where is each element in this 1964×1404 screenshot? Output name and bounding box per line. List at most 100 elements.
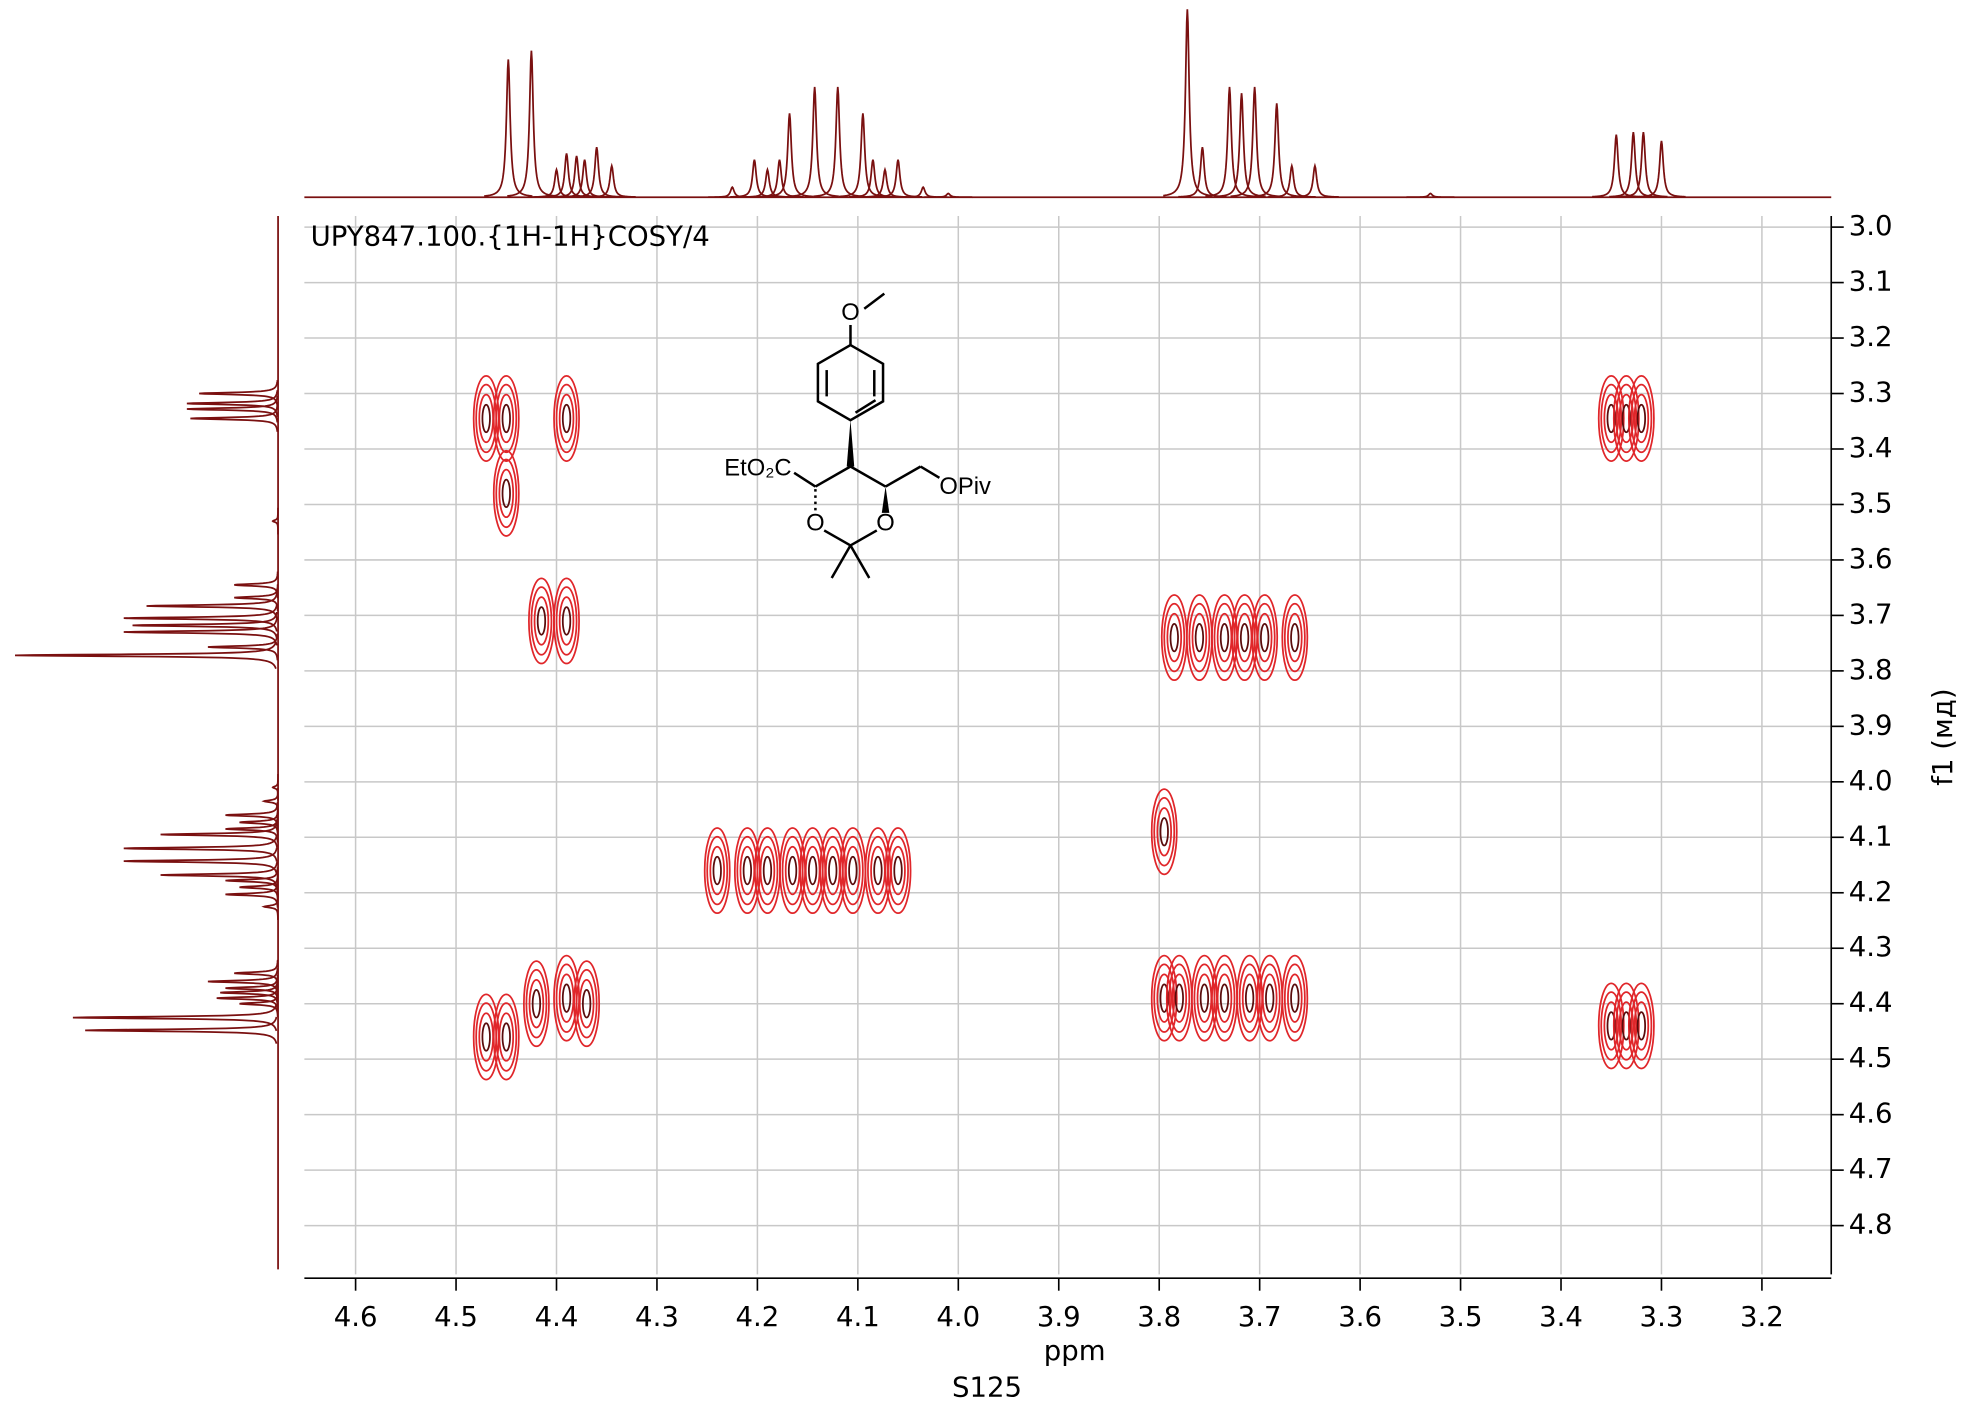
x-tick-label: 4.3 (635, 1301, 679, 1333)
contour (1600, 383, 1623, 454)
y-tick-label: 3.5 (1849, 487, 1893, 519)
left-projection-peak (199, 380, 279, 407)
bond (793, 471, 817, 488)
contour (1216, 973, 1233, 1023)
contour (841, 835, 864, 906)
contour (501, 1022, 511, 1052)
contour (495, 383, 518, 454)
x-tick-label: 3.8 (1137, 1301, 1181, 1333)
contour (1153, 797, 1176, 867)
contour (481, 1022, 491, 1052)
contour (1630, 991, 1653, 1061)
contour (703, 827, 731, 915)
top-projection-peak (1619, 131, 1668, 198)
contour (1159, 983, 1169, 1013)
left-projection-peak (160, 821, 278, 848)
contour (1621, 403, 1631, 434)
contour (498, 468, 515, 519)
top-projection-peak (587, 162, 636, 198)
contour (1260, 622, 1270, 653)
contour (884, 827, 912, 915)
y-tick-label: 3.3 (1849, 377, 1893, 409)
contour (1166, 612, 1183, 663)
y-tick-label: 3.9 (1849, 709, 1893, 741)
contour (1219, 622, 1230, 653)
x-tick-label: 3.6 (1338, 1301, 1382, 1333)
x-axis-label: ppm (1044, 1335, 1106, 1367)
wedge (881, 486, 890, 513)
contour (573, 960, 601, 1048)
contour (523, 960, 550, 1048)
contour (481, 403, 491, 434)
contour (1633, 393, 1650, 444)
contour (1199, 983, 1210, 1013)
contour (1612, 375, 1640, 462)
top-projection-peak (484, 59, 533, 197)
contour (873, 855, 883, 886)
contour (742, 855, 752, 886)
x-tick-label: 4.6 (334, 1301, 378, 1333)
contour (1603, 393, 1620, 444)
atom-label: O (806, 509, 825, 536)
atom-label: EtO₂C (724, 454, 791, 481)
left-projection-peak (239, 873, 279, 901)
contour (1281, 954, 1309, 1042)
top-projection-peak (765, 113, 814, 198)
contour (1261, 973, 1278, 1023)
y-tick-label: 3.1 (1849, 266, 1893, 298)
contour (1213, 963, 1236, 1033)
contour (530, 586, 553, 656)
left-projection-peak (271, 507, 279, 535)
contour (1156, 973, 1172, 1023)
contour (578, 979, 595, 1029)
contour (492, 993, 520, 1081)
contour (808, 855, 818, 886)
contour (498, 393, 515, 444)
contour (706, 835, 729, 906)
wedge (846, 420, 855, 467)
contour (1600, 991, 1623, 1061)
contour (1290, 622, 1300, 653)
contour (1597, 982, 1625, 1070)
top-projection-peak (1252, 103, 1301, 198)
contour (1615, 991, 1638, 1061)
contour (1258, 963, 1281, 1033)
y-tick-label: 3.4 (1849, 432, 1893, 464)
top-projection-peak (813, 86, 862, 198)
contour (561, 983, 572, 1013)
top-projection-peak (1592, 134, 1641, 198)
contour (501, 478, 511, 509)
y-tick-label: 3.0 (1849, 210, 1893, 242)
contour (828, 855, 838, 886)
contour (887, 835, 909, 906)
top-projection-peak (1637, 140, 1686, 198)
left-projection-peak (123, 618, 278, 646)
top-projection-peak (1230, 86, 1279, 198)
contour (1191, 612, 1208, 663)
contour (759, 845, 776, 896)
contour (492, 449, 520, 537)
bond (849, 529, 878, 547)
contour (555, 383, 578, 454)
contour (553, 577, 580, 665)
contour (1636, 403, 1647, 434)
contour (1283, 602, 1306, 673)
contour (492, 375, 520, 462)
contour (525, 969, 548, 1039)
contour (501, 403, 511, 434)
y-tick-label: 4.7 (1849, 1153, 1893, 1185)
contour (528, 979, 545, 1029)
contour (1156, 807, 1172, 857)
left-projection-peak (234, 584, 279, 612)
left-projection-peak (225, 867, 279, 894)
contour (1168, 963, 1191, 1033)
contour (495, 1002, 518, 1072)
contour (893, 855, 903, 886)
contour (498, 1012, 515, 1062)
left-projection-peak (271, 774, 279, 801)
x-tick-label: 3.7 (1238, 1301, 1282, 1333)
left-projection-peak (190, 405, 279, 432)
contour (1169, 622, 1179, 653)
